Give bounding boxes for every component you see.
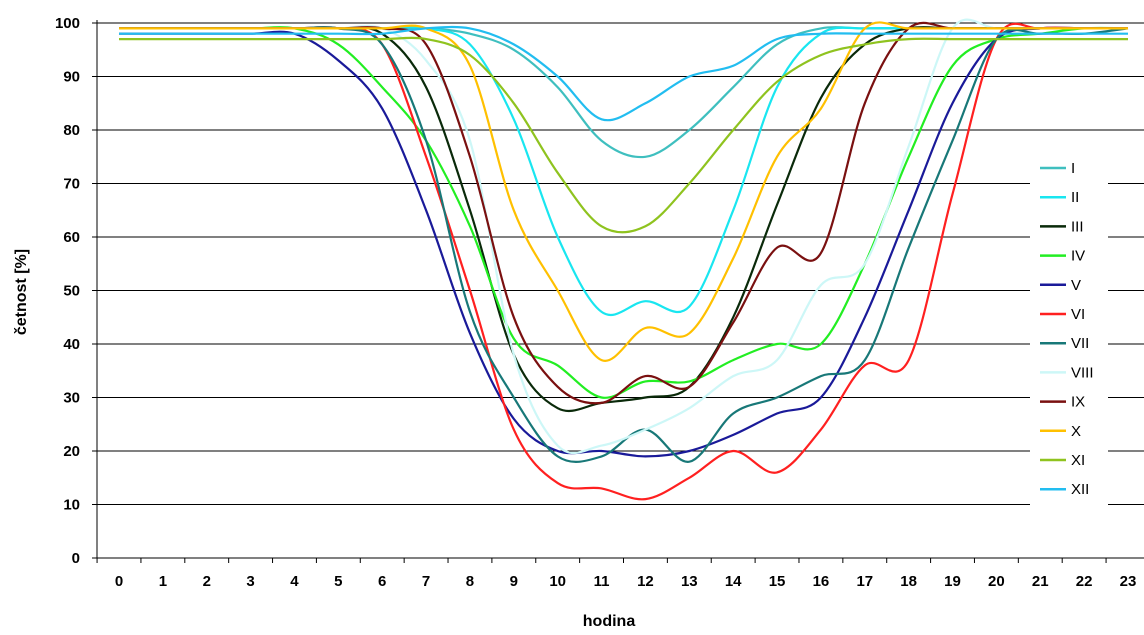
x-tick-label: 19	[944, 573, 961, 590]
x-tick-label: 23	[1120, 573, 1137, 590]
legend-background	[1030, 151, 1108, 521]
series-line-iv	[119, 26, 1129, 399]
legend-label: III	[1071, 218, 1084, 235]
legend-label: I	[1071, 160, 1075, 177]
x-tick-label: 17	[856, 573, 873, 590]
x-tick-label: 3	[246, 573, 254, 590]
x-tick-label: 13	[681, 573, 698, 590]
x-tick-label: 12	[637, 573, 654, 590]
x-tick-label: 4	[290, 573, 299, 590]
legend-label: X	[1071, 423, 1081, 440]
y-tick-label: 30	[63, 390, 80, 407]
y-axis-title: četnost [%]	[13, 249, 30, 335]
legend-label: XI	[1071, 452, 1085, 469]
legend-label: IV	[1071, 248, 1085, 265]
x-tick-label: 21	[1032, 573, 1049, 590]
x-tick-label: 2	[203, 573, 211, 590]
x-tick-label: 8	[466, 573, 474, 590]
series-line-x	[119, 21, 1129, 362]
legend-label: IX	[1071, 394, 1085, 411]
y-tick-label: 70	[63, 176, 80, 193]
series-line-iii	[119, 26, 1129, 413]
y-tick-label: 50	[63, 283, 80, 300]
y-tick-label: 80	[63, 122, 80, 139]
y-tick-label: 20	[63, 443, 80, 460]
x-tick-label: 16	[813, 573, 830, 590]
series-line-viii	[119, 18, 1129, 455]
legend-label: V	[1071, 277, 1081, 294]
series-line-vii	[119, 26, 1129, 463]
legend-label: VI	[1071, 306, 1085, 323]
x-tick-label: 14	[725, 573, 742, 590]
x-tick-label: 0	[115, 573, 123, 590]
x-tick-label: 15	[769, 573, 786, 590]
legend-label: II	[1071, 189, 1079, 206]
x-tick-label: 20	[988, 573, 1005, 590]
x-tick-label: 22	[1076, 573, 1093, 590]
y-tick-label: 0	[72, 550, 80, 567]
x-tick-label: 11	[594, 573, 610, 590]
legend-label: VII	[1071, 335, 1089, 352]
x-tick-label: 5	[334, 573, 342, 590]
x-axis-title: hodina	[583, 613, 636, 630]
x-tick-label: 7	[422, 573, 430, 590]
x-tick-label: 1	[159, 573, 167, 590]
y-tick-label: 60	[63, 229, 80, 246]
y-tick-label: 100	[55, 15, 80, 32]
y-tick-label: 90	[63, 69, 80, 86]
x-tick-label: 10	[549, 573, 566, 590]
x-tick-label: 18	[900, 573, 917, 590]
x-tick-label: 6	[378, 573, 386, 590]
series-line-ii	[119, 26, 1129, 316]
series-line-xi	[119, 36, 1128, 234]
series-lines	[119, 18, 1129, 501]
gridlines	[97, 22, 1144, 505]
x-tick-label: 9	[510, 573, 518, 590]
legend-label: VIII	[1071, 364, 1094, 381]
series-line-vi	[119, 22, 1129, 501]
y-tick-label: 10	[63, 497, 80, 514]
series-line-xii	[119, 25, 1128, 122]
y-tick-label: 40	[63, 336, 80, 353]
legend-label: XII	[1071, 481, 1089, 498]
